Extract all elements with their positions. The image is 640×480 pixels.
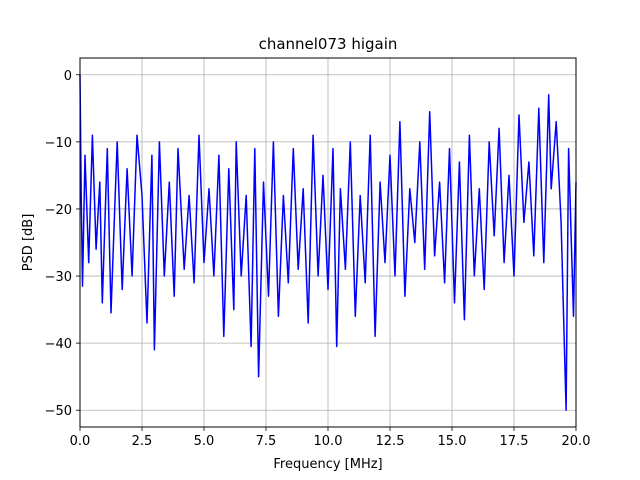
x-tick-label: 15.0: [438, 434, 467, 449]
x-tick-label: 7.5: [256, 434, 277, 449]
x-axis-ticks: 0.0 2.5 5.0 7.5 10.0 12.5 15.0 17.5 20.0: [70, 427, 591, 449]
series-layer: [79, 74, 577, 411]
x-tick-label: 2.5: [132, 434, 153, 449]
y-tick-label: −40: [45, 337, 72, 352]
y-tick-label: −30: [45, 270, 72, 285]
psd-series-line: [79, 74, 577, 411]
y-tick-label: −20: [45, 203, 72, 218]
x-tick-label: 12.5: [376, 434, 405, 449]
x-tick-label: 20.0: [562, 434, 591, 449]
x-tick-label: 5.0: [194, 434, 215, 449]
y-tick-label: −50: [45, 404, 72, 419]
grid-lines: [79, 58, 577, 427]
y-tick-label: 0: [64, 69, 72, 84]
chart-title: channel073 higain: [259, 35, 398, 53]
x-tick-label: 10.0: [314, 434, 343, 449]
x-axis-label: Frequency [MHz]: [273, 457, 382, 472]
x-tick-label: 0.0: [70, 434, 91, 449]
y-axis-ticks: 0 −10 −20 −30 −40 −50: [45, 69, 80, 419]
y-axis-label: PSD [dB]: [21, 214, 36, 272]
x-tick-label: 17.5: [500, 434, 529, 449]
y-tick-label: −10: [45, 136, 72, 151]
